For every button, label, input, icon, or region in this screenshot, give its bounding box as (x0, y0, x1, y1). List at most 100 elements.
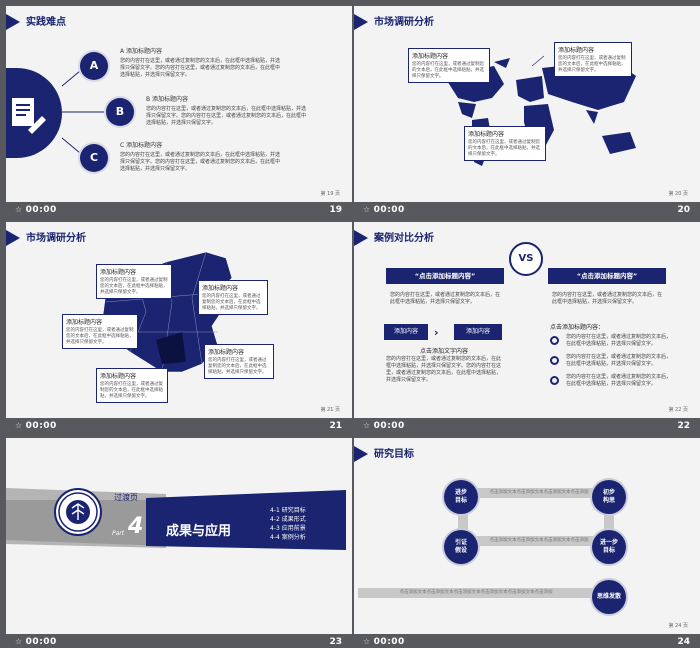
left-subtitle: 点击添加文字内容 (420, 348, 469, 355)
page-number: 第 19 页 (320, 191, 340, 197)
pie-chart-icon (550, 376, 559, 385)
slide-24-cell[interactable]: 研究目标 点击添加文本点击添加文本点击添加文本点击添加 点击添加文本点击添加文本… (354, 438, 700, 648)
item-a-block: A 添加标题内容 您的内容打在这里，或者通过复制您的文本后，在此框中选择粘贴，并… (120, 48, 281, 78)
page-number: 第 20 页 (668, 191, 688, 197)
vs-badge: VS (509, 242, 543, 276)
slide-number: 21 (329, 421, 342, 431)
document-emblem (6, 68, 62, 158)
slide-bar: ☆ 00:00 19 (6, 202, 352, 220)
slide-number: 23 (329, 637, 342, 647)
slide-time: ☆ 00:00 (363, 205, 405, 215)
menu-item[interactable]: 4-1 研究目标 (270, 507, 306, 514)
slide-bar: ☆ 00:00 22 (354, 418, 700, 436)
menu-item[interactable]: 4-4 案例分析 (270, 534, 306, 541)
right-item: 您的内容打在这里，或者通过复制您的文本后，在此框中选择粘贴，并选择只保留文字。 (566, 374, 672, 387)
section-title: 成果与应用 (166, 524, 232, 539)
world-map (444, 55, 636, 166)
callout-box: 添加标题内容 您的内容打在这里，或者通过复制您的文本后，在此框中选择粘贴，并选择… (96, 368, 168, 403)
double-arrow-icon: › (434, 326, 439, 339)
slide-bar: ☆ 00:00 21 (6, 418, 352, 436)
menu-item[interactable]: 4-2 成果形式 (270, 516, 306, 523)
star-icon: ☆ (15, 637, 23, 646)
callout-box: 添加标题内容 您的内容打在这里，或者通过复制您的文本后，在此框中选择粘贴，并选择… (204, 344, 274, 379)
callout-box: 添加标题内容 您的内容打在这里，或者通过复制您的文本后，在此框中选择粘贴，并选择… (464, 126, 546, 161)
transition-label: 过渡页 (114, 493, 138, 502)
slide-number: 22 (677, 421, 690, 431)
slide-19-cell[interactable]: 实践难点 A B C A 添加标题内容 您的内容打在这里，或者通过复制您的文本后… (6, 6, 352, 220)
flow-arrow: 点击添加文本点击添加文本点击添加文本点击添加文本点击添加文本点击添加 (358, 588, 594, 598)
item-b-block: B 添加标题内容 您的内容打在这里，或者通过复制您的文本后，在此框中选择粘贴，并… (146, 96, 307, 126)
slide-time: ☆ 00:00 (15, 637, 57, 647)
add-content-box[interactable]: 添加内容 (384, 324, 428, 340)
star-icon: ☆ (363, 637, 371, 646)
slide-21-cell[interactable]: 市场调研分析 添加标题内容 您的内容打在这里，或者通过复制您的文本后，在此框中选… (6, 222, 352, 436)
slide-time: ☆ 00:00 (15, 205, 57, 215)
flow-node[interactable]: 进一步 目标 (592, 530, 626, 564)
callout-box: 添加标题内容 您的内容打在这里，或者通过复制您的文本后，在此框中选择粘贴，并选择… (554, 42, 632, 77)
flow-node[interactable]: 引证 假设 (444, 530, 478, 564)
item-c-block: C 添加标题内容 您的内容打在这里，或者通过复制您的文本后，在此框中选择粘贴，并… (120, 142, 281, 172)
slide-20[interactable]: 市场调研分析 添加标题内容 您的内容打在这里，或者通过复制您的文 (354, 6, 700, 202)
flow-arrow: 点击添加文本点击添加文本点击添加文本点击添加 (474, 536, 604, 546)
right-header[interactable]: “点击添加标题内容” (548, 268, 666, 284)
right-subtitle: 点击添加标题内容： (550, 324, 605, 331)
right-item: 您的内容打在这里，或者通过复制您的文本后，在此框中选择粘贴，并选择只保留文字。 (566, 334, 672, 347)
flow-arrow: 点击添加文本点击添加文本点击添加文本点击添加 (474, 488, 604, 498)
china-map (101, 251, 233, 373)
left-text: 您的内容打在这里，或者通过复制您的文本后，在此框中选择粘贴，并选择只保留文字。 (390, 292, 501, 305)
university-emblem (54, 488, 102, 536)
menu-item[interactable]: 4-3 应用前景 (270, 525, 306, 532)
slide-20-cell[interactable]: 市场调研分析 添加标题内容 您的内容打在这里，或者通过复制您的文 (354, 6, 700, 220)
slide-bar: ☆ 00:00 23 (6, 634, 352, 648)
slide-number: 20 (677, 205, 690, 215)
title-triangle-icon (6, 14, 20, 30)
circle-b[interactable]: B (106, 98, 134, 126)
add-content-box[interactable]: 添加内容 (454, 324, 502, 340)
pie-chart-icon (550, 336, 559, 345)
part-number: 4 (128, 514, 144, 539)
slide-time: ☆ 00:00 (363, 421, 405, 431)
slide-time: ☆ 00:00 (15, 421, 57, 431)
slide-23-cell[interactable]: 过渡页 Part 4 成果与应用 4-1 研究目标 4-2 成果形式 4-3 应… (6, 438, 352, 648)
slide-bar: ☆ 00:00 24 (354, 634, 700, 648)
emblem-icon (58, 492, 98, 532)
document-pen-icon (12, 98, 46, 134)
star-icon: ☆ (15, 421, 23, 430)
page-number: 第 24 页 (668, 623, 688, 629)
slide-19[interactable]: 实践难点 A B C A 添加标题内容 您的内容打在这里，或者通过复制您的文本后… (6, 6, 352, 202)
star-icon: ☆ (363, 205, 371, 214)
left-body: 您的内容打在这里，或者通过复制您的文本后，在此框中选择粘贴，并选择只保留文字。您… (386, 356, 502, 383)
title-triangle-icon (354, 230, 368, 246)
section-menu: 4-1 研究目标 4-2 成果形式 4-3 应用前景 4-4 案例分析 (270, 506, 306, 542)
flow-arrow-vertical (458, 504, 468, 544)
title-triangle-icon (6, 230, 20, 246)
slide-number: 19 (329, 205, 342, 215)
callout-box: 添加标题内容 您的内容打在这里，或者通过复制您的文本后，在此框中选择粘贴，并选择… (96, 264, 172, 299)
title-triangle-icon (354, 14, 368, 30)
page-number: 第 21 页 (320, 407, 340, 413)
left-header[interactable]: “点击添加标题内容” (386, 268, 504, 284)
flow-node[interactable]: 初步 构思 (592, 480, 626, 514)
circle-c[interactable]: C (80, 144, 108, 172)
callout-box: 添加标题内容 您的内容打在这里，或者通过复制您的文本后，在此框中选择粘贴，并选择… (198, 280, 268, 315)
slide-bar: ☆ 00:00 20 (354, 202, 700, 220)
slide-23[interactable]: 过渡页 Part 4 成果与应用 4-1 研究目标 4-2 成果形式 4-3 应… (6, 438, 352, 634)
page-number: 第 22 页 (668, 407, 688, 413)
star-icon: ☆ (15, 205, 23, 214)
slide-21[interactable]: 市场调研分析 添加标题内容 您的内容打在这里，或者通过复制您的文本后，在此框中选… (6, 222, 352, 418)
slide-22-cell[interactable]: 案例对比分析 “点击添加标题内容” “点击添加标题内容” VS 您的内容打在这里… (354, 222, 700, 436)
right-item: 您的内容打在这里，或者通过复制您的文本后，在此框中选择粘贴，并选择只保留文字。 (566, 354, 672, 367)
title-triangle-icon (354, 446, 368, 462)
flow-arrow-vertical (604, 506, 614, 546)
flow-node[interactable]: 进步 目标 (444, 480, 478, 514)
slide-24[interactable]: 研究目标 点击添加文本点击添加文本点击添加文本点击添加 点击添加文本点击添加文本… (354, 438, 700, 634)
right-text: 您的内容打在这里，或者通过复制您的文本后，在此框中选择粘贴，并选择只保留文字。 (552, 292, 663, 305)
callout-box: 添加标题内容 您的内容打在这里，或者通过复制您的文本后，在此框中选择粘贴，并选择… (408, 48, 490, 83)
callout-box: 添加标题内容 您的内容打在这里，或者通过复制您的文本后，在此框中选择粘贴，并选择… (62, 314, 138, 349)
part-label: Part (112, 530, 125, 537)
slide-time: ☆ 00:00 (363, 637, 405, 647)
pie-chart-icon (550, 356, 559, 365)
slide-22[interactable]: 案例对比分析 “点击添加标题内容” “点击添加标题内容” VS 您的内容打在这里… (354, 222, 700, 418)
circle-a[interactable]: A (80, 52, 108, 80)
flow-node[interactable]: 思维发散 (592, 580, 626, 614)
